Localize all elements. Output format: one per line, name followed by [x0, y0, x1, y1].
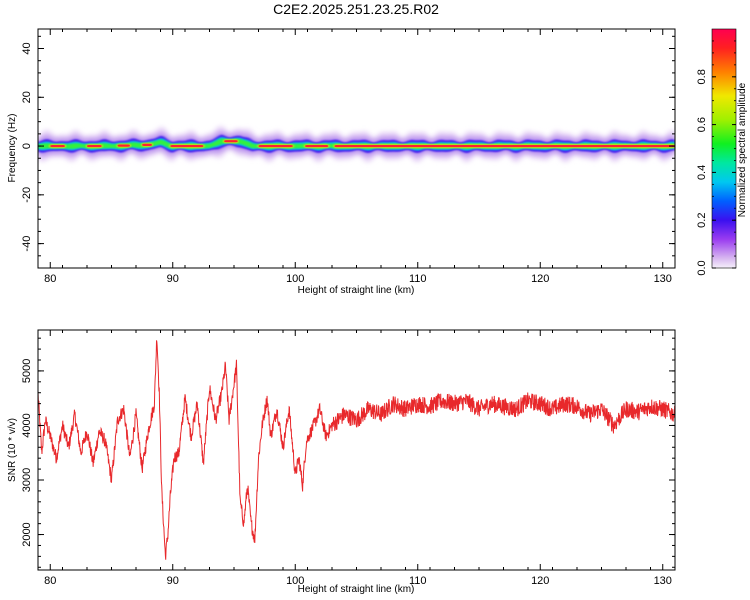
- x-tick-label: 120: [531, 273, 549, 285]
- ridge-hot-segment: [258, 144, 293, 148]
- colorbar-gradient: [711, 28, 737, 269]
- ridge-hot-segment: [305, 144, 329, 148]
- x-tick-label: 100: [286, 273, 304, 285]
- y-tick-label: 4000: [21, 413, 33, 437]
- colorbar-title: Normalized spectral amplitude: [737, 82, 748, 217]
- colorbar-tick-label: 0.8: [696, 69, 708, 84]
- ridge-hot-segment: [170, 144, 204, 148]
- x-tick-label: 80: [44, 273, 56, 285]
- colorbar-ticks: 0.0 0.2 0.4 0.6 0.8: [696, 40, 736, 276]
- y-tick-label: -20: [21, 187, 33, 203]
- colorbar-tick-label: 0.6: [696, 117, 708, 132]
- figure-title: C2E2.2025.251.23.25.R02: [273, 1, 439, 17]
- y-tick-label: -40: [21, 236, 33, 252]
- snr-x-title: Height of straight line (km): [298, 584, 415, 595]
- x-tick-label: 110: [409, 575, 427, 587]
- y-tick-label: 40: [21, 42, 33, 54]
- ridge-hot-segment: [117, 144, 130, 147]
- snr-frame: [37, 329, 676, 571]
- y-tick-label: 20: [21, 91, 33, 103]
- spectrogram-image: [38, 125, 675, 163]
- x-tick-label: 100: [286, 575, 304, 587]
- spectrogram-ticks: 80 90 100 110 120 130 -40 -20 0 20 40: [21, 29, 676, 285]
- snr-y-title: SNR (10 * v/v): [7, 418, 18, 482]
- snr-series-line: [38, 340, 675, 560]
- y-tick-label: 0: [21, 143, 33, 149]
- y-tick-label: 3000: [21, 468, 33, 492]
- colorbar-tick-label: 0.0: [696, 260, 708, 275]
- y-tick-label: 5000: [21, 359, 33, 383]
- spectrogram-panel: 80 90 100 110 120 130 -40 -20 0 20 40 Height of st…: [7, 28, 676, 296]
- ridge-hot-segment: [87, 144, 102, 148]
- x-tick-label: 110: [409, 273, 427, 285]
- x-tick-label: 130: [654, 575, 672, 587]
- snr-panel: 80 90 100 110 120 130 2000 3000 4000 5000 Height …: [7, 329, 676, 595]
- spectrogram-y-title: Frequency (Hz): [7, 114, 18, 183]
- x-tick-label: 80: [44, 575, 56, 587]
- x-tick-label: 90: [167, 273, 179, 285]
- colorbar-tick-label: 0.2: [696, 213, 708, 228]
- y-tick-label: 2000: [21, 522, 33, 546]
- spectrogram-x-title: Height of straight line (km): [298, 285, 415, 296]
- ridge-hot-segment: [334, 144, 675, 148]
- x-tick-label: 90: [167, 575, 179, 587]
- colorbar: 0.0 0.2 0.4 0.6 0.8 Normalized spectral ampl…: [696, 28, 748, 276]
- ridge-hot-segment: [224, 140, 238, 143]
- ridge-hot-segment: [142, 143, 152, 146]
- x-tick-label: 120: [531, 575, 549, 587]
- colorbar-tick-label: 0.4: [696, 165, 708, 180]
- x-tick-label: 130: [654, 273, 672, 285]
- ridge-hot-segment: [50, 144, 65, 148]
- snr-ticks: 80 90 100 110 120 130 2000 3000 4000 5000: [21, 330, 676, 587]
